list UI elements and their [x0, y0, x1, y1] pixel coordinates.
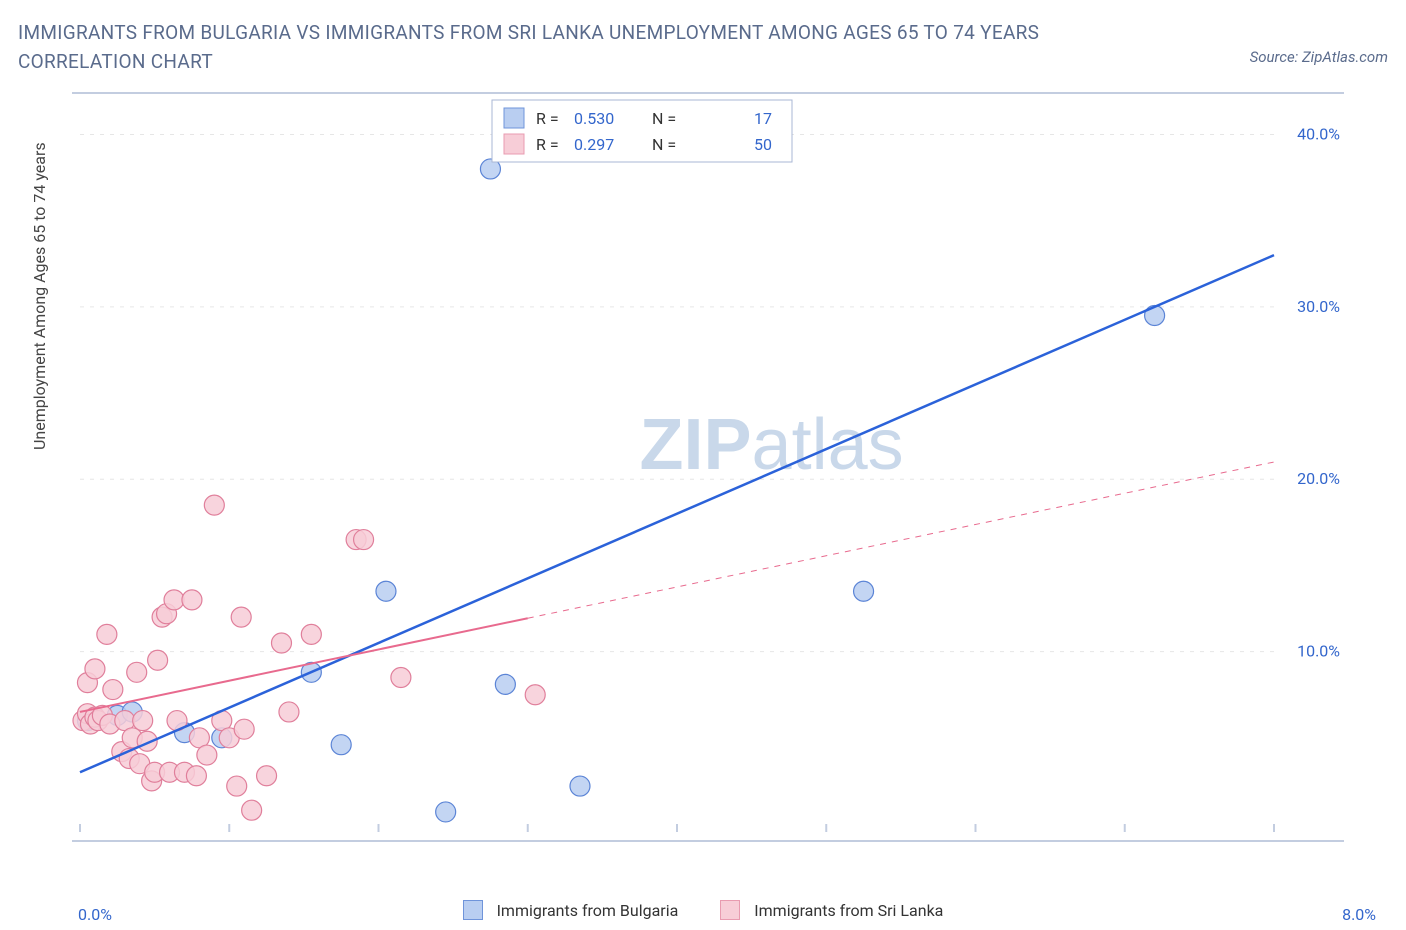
y-axis-label: Unemployment Among Ages 65 to 74 years — [30, 142, 49, 450]
legend-swatch-bulgaria — [463, 900, 483, 920]
legend-item-bulgaria: Immigrants from Bulgaria — [463, 900, 679, 920]
svg-text:R =: R = — [536, 109, 559, 128]
svg-text:17: 17 — [754, 109, 772, 128]
legend-label-bulgaria: Immigrants from Bulgaria — [497, 901, 679, 920]
svg-text:10.0%: 10.0% — [1297, 642, 1340, 661]
svg-text:N =: N = — [652, 135, 676, 154]
svg-text:20.0%: 20.0% — [1297, 469, 1340, 488]
svg-text:50: 50 — [754, 135, 772, 154]
svg-text:30.0%: 30.0% — [1297, 297, 1340, 316]
chart-header: IMMIGRANTS FROM BULGARIA VS IMMIGRANTS F… — [18, 18, 1388, 88]
legend-item-srilanka: Immigrants from Sri Lanka — [720, 900, 943, 920]
legend-swatch-srilanka — [720, 900, 740, 920]
svg-text:0.297: 0.297 — [574, 135, 614, 154]
chart-title: IMMIGRANTS FROM BULGARIA VS IMMIGRANTS F… — [18, 18, 1138, 77]
svg-text:N =: N = — [652, 109, 676, 128]
plot-area: 10.0%20.0%30.0%40.0%ZIPatlasR =0.530N =1… — [72, 92, 1344, 842]
svg-text:R =: R = — [536, 135, 559, 154]
scatter-chart-svg: 10.0%20.0%30.0%40.0%ZIPatlasR =0.530N =1… — [72, 94, 1344, 844]
bottom-legend: Immigrants from Bulgaria Immigrants from… — [0, 896, 1406, 924]
source-label: Source: ZipAtlas.com — [1250, 48, 1388, 66]
svg-text:40.0%: 40.0% — [1297, 124, 1340, 143]
svg-text:0.530: 0.530 — [574, 109, 614, 128]
legend-label-srilanka: Immigrants from Sri Lanka — [754, 901, 943, 920]
